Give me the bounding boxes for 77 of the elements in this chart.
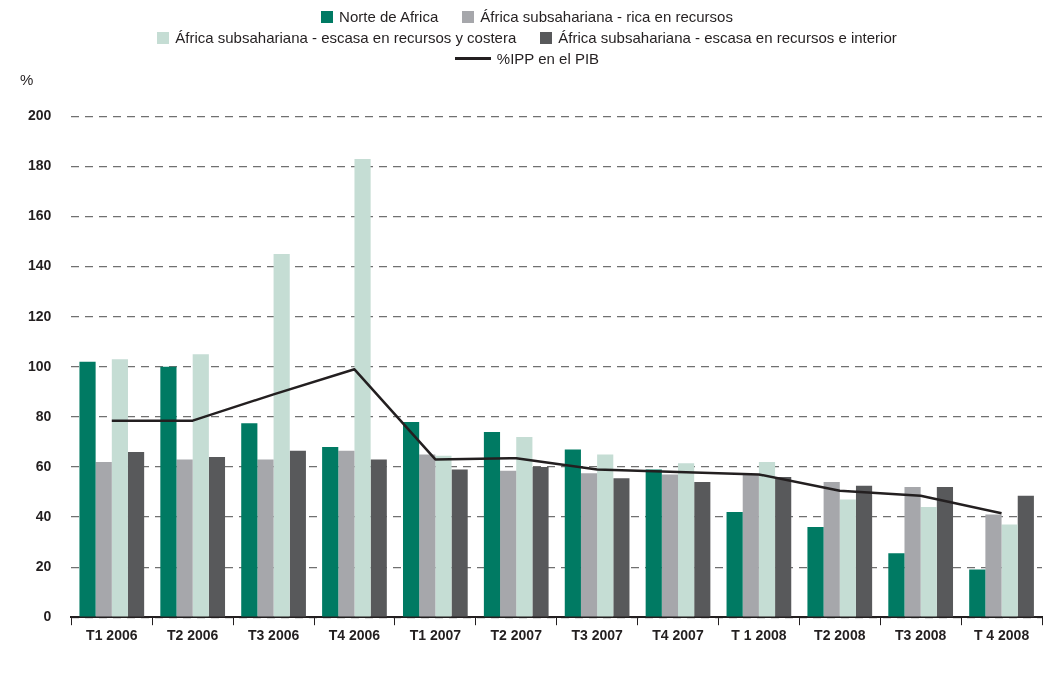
legend-label: África subsahariana - escasa en recursos y costera <box>175 29 517 46</box>
bar <box>564 449 581 617</box>
y-tick-label: 180 <box>28 157 52 174</box>
bar <box>79 361 96 617</box>
bar <box>111 359 128 617</box>
bar <box>370 459 387 617</box>
bar <box>904 486 921 617</box>
bar <box>451 469 468 617</box>
x-tick-label: T 4 2008 <box>973 627 1030 644</box>
legend-label: %IPP en el PIB <box>496 50 600 67</box>
x-tick-label: T1 2007 <box>409 627 462 644</box>
bar <box>419 454 436 617</box>
bar <box>500 470 517 617</box>
bar <box>597 454 614 617</box>
y-tick-label: 100 <box>28 357 52 374</box>
bar <box>435 455 452 617</box>
y-axis-title: % <box>20 71 35 88</box>
y-tick-label: 80 <box>35 407 52 424</box>
bar <box>758 461 776 617</box>
bar <box>241 423 258 617</box>
y-tick-label: 200 <box>28 107 52 124</box>
bar <box>1017 495 1034 617</box>
bar <box>969 569 986 617</box>
bar <box>402 421 420 617</box>
bar <box>936 486 954 617</box>
legend-label: Norte de Africa <box>339 8 439 25</box>
bar <box>888 553 905 617</box>
x-tick-label: T3 2007 <box>571 627 624 644</box>
bar <box>678 463 695 617</box>
y-tick-label: 20 <box>35 557 52 574</box>
bar <box>823 481 840 617</box>
bar <box>645 469 662 617</box>
bar <box>807 527 824 617</box>
x-tick-label: T4 2007 <box>652 627 704 644</box>
y-tick-label: 140 <box>28 257 52 274</box>
bar <box>532 466 549 617</box>
legend-label: África subsahariana - escasa en recursos e interior <box>558 29 897 46</box>
bar <box>176 459 193 617</box>
bar <box>289 450 306 617</box>
bar <box>839 499 856 617</box>
bar <box>775 476 792 617</box>
y-tick-label: 40 <box>35 507 52 524</box>
x-tick-label: T1 2006 <box>86 627 138 644</box>
x-tick-label: T2 2006 <box>167 627 219 644</box>
x-tick-label: T3 2006 <box>247 627 300 644</box>
bar <box>160 366 177 617</box>
bar <box>580 473 598 617</box>
bar <box>920 507 937 617</box>
bar <box>192 354 209 617</box>
x-tick-label: T2 2008 <box>814 627 866 644</box>
bar <box>127 451 145 617</box>
x-tick-label: T2 2007 <box>490 627 543 644</box>
bar <box>985 514 1002 617</box>
legend-label: África subsahariana - rica en recursos <box>480 8 733 25</box>
bar <box>273 254 290 617</box>
bar <box>613 478 630 617</box>
bar <box>322 446 339 617</box>
bar <box>257 459 274 617</box>
bar <box>661 474 679 617</box>
x-tick-label: T 1 2008 <box>731 627 787 644</box>
bar <box>354 158 371 617</box>
x-tick-label: T4 2006 <box>328 627 381 644</box>
bar <box>855 485 873 617</box>
bar <box>208 456 226 617</box>
x-tick-label: T3 2008 <box>894 627 947 644</box>
y-tick-label: 60 <box>35 457 52 474</box>
bar <box>694 481 711 617</box>
bar <box>516 436 533 617</box>
y-tick-label: 120 <box>28 307 52 324</box>
bar <box>1001 524 1018 617</box>
bar <box>338 450 355 617</box>
bar <box>726 512 743 617</box>
bar <box>483 431 501 617</box>
bar <box>95 461 112 617</box>
bar <box>742 474 759 617</box>
y-tick-label: 0 <box>43 608 52 625</box>
y-tick-label: 160 <box>28 207 52 224</box>
